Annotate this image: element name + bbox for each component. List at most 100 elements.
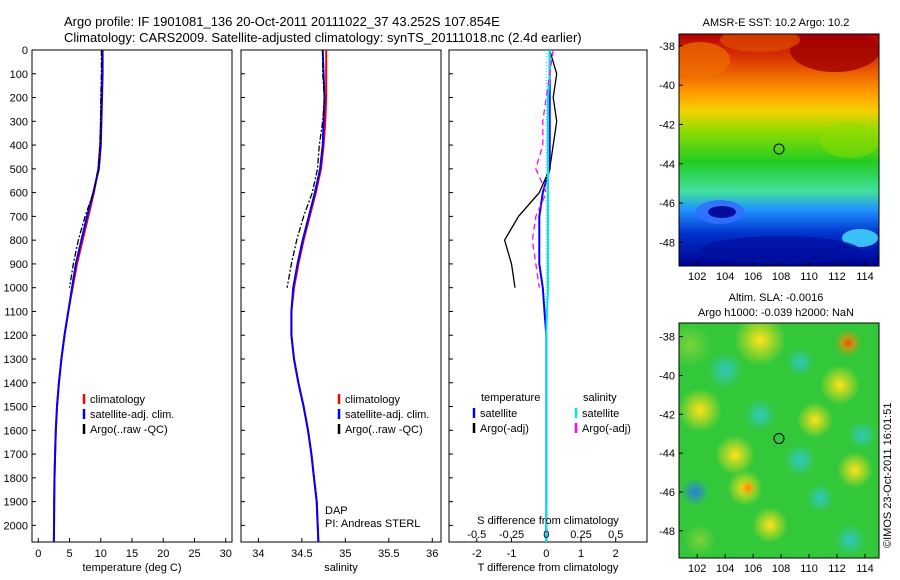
series-line-satellite-adj-clim- [52, 50, 104, 543]
diff-top-xlabel: S difference from climatology [477, 515, 619, 527]
x-tick-label: -2 [472, 548, 482, 560]
series-line-t-argo-adj- [503, 49, 558, 288]
x-tick-label: 110 [800, 563, 818, 575]
x-tick-label: 20 [157, 548, 169, 560]
y-tick-label: -46 [659, 198, 675, 210]
y-tick-label: -38 [659, 41, 675, 53]
x-tick-label: 1 [578, 548, 584, 560]
y-tick-label: 1900 [4, 497, 28, 509]
y-tick-label: 1800 [4, 473, 28, 485]
y-tick-label: 1600 [4, 425, 28, 437]
salinity-panel: 34 34.5 35 35.5 36 salinity climatology satelli… [240, 49, 442, 574]
y-tick-label: -44 [659, 159, 675, 171]
x-tick-label: 112 [828, 563, 846, 575]
legend-entry: satellite-adj. clim. [345, 409, 429, 421]
diff-xlabel: T difference from climatology [478, 562, 619, 574]
sal-xlabel: salinity [324, 562, 358, 574]
y-tick-label: 1000 [4, 283, 28, 295]
series-line-argo-raw-qc- [286, 50, 326, 288]
sst-map-title: AMSR-E SST: 10.2 Argo: 10.2 [703, 17, 850, 29]
legend-entry: satellite [582, 408, 619, 420]
series-line-argo-raw-qc- [68, 50, 103, 288]
x-tick-label: -1 [507, 548, 517, 560]
x-tick-label: 30 [220, 548, 232, 560]
argo-position-marker [773, 433, 785, 445]
sst-frame [678, 33, 880, 267]
x-tick-label: 108 [772, 271, 790, 283]
x-tick-label: 34 [252, 548, 264, 560]
legend-entry: climatology [345, 394, 401, 406]
x-tick-label: 35 [339, 548, 351, 560]
diff-top-tick-label: 0 [543, 529, 549, 541]
legend-entry: Argo(..raw -QC) [90, 424, 168, 436]
temp-frame [31, 49, 233, 543]
diff-top-tick-label: 0.25 [570, 529, 591, 541]
y-tick-label: -40 [659, 370, 675, 382]
legend-entry: satellite-adj. clim. [90, 409, 174, 421]
y-tick-label: 1100 [4, 306, 28, 318]
series-line-climatology [290, 50, 328, 543]
sla-title-line1: Altim. SLA: -0.0016 [729, 292, 824, 304]
y-tick-label: 400 [10, 140, 28, 152]
sal-frame [240, 49, 442, 543]
y-tick-label: 0 [22, 45, 28, 57]
x-tick-label: 114 [856, 271, 874, 283]
x-tick-label: 5 [66, 548, 72, 560]
x-tick-label: 106 [744, 563, 762, 575]
legend-entry: Argo(..raw -QC) [345, 424, 423, 436]
legend-header-salinity: salinity [583, 392, 617, 404]
x-tick-label: 112 [828, 271, 846, 283]
x-tick-label: 0 [35, 548, 41, 560]
legend-entry: climatology [90, 394, 146, 406]
y-tick-label: 700 [10, 211, 28, 223]
sla-map-panel: Altim. SLA: -0.0016 Argo h1000: -0.039 h… [659, 292, 880, 575]
temperature-panel: 0 5 10 15 20 25 30 temperature (deg C) 0 100 200 30… [4, 45, 233, 574]
x-tick-label: 35.5 [378, 548, 399, 560]
x-tick-label: 104 [716, 563, 734, 575]
x-tick-label: 114 [856, 563, 874, 575]
y-tick-label: 300 [10, 116, 28, 128]
diff-top-tick-label: -0.5 [467, 529, 486, 541]
argo-position-marker [773, 143, 785, 155]
x-tick-label: 110 [800, 271, 818, 283]
y-tick-label: 800 [10, 235, 28, 247]
x-tick-label: 15 [126, 548, 138, 560]
y-tick-label: -38 [659, 332, 675, 344]
x-tick-label: 36 [426, 548, 438, 560]
diff-top-tick-label: 0.5 [608, 529, 623, 541]
x-tick-label: 102 [688, 271, 706, 283]
y-tick-label: 2000 [4, 520, 28, 532]
plot-title-line1: Argo profile: IF 1901081_136 20-Oct-2011… [64, 14, 500, 29]
x-tick-label: 104 [716, 271, 734, 283]
y-tick-label: -42 [659, 409, 675, 421]
y-tick-label: 1500 [4, 402, 28, 414]
series-line-climatology [52, 50, 103, 543]
legend-entry: Argo(-adj) [582, 423, 631, 435]
y-tick-label: 200 [10, 93, 28, 105]
y-tick-label: 900 [10, 259, 28, 271]
legend-entry: Argo(-adj) [480, 423, 529, 435]
salinity-annotation: DAP [325, 505, 348, 517]
sla-title-line2: Argo h1000: -0.039 h2000: NaN [698, 307, 854, 319]
salinity-annotation: PI: Andreas STERL [325, 518, 420, 530]
sst-image [679, 34, 879, 266]
y-tick-label: -48 [659, 526, 675, 538]
y-tick-label: 1700 [4, 449, 28, 461]
y-tick-label: -48 [659, 237, 675, 249]
sla-frame [678, 322, 880, 559]
plot-title-line2: Climatology: CARS2009. Satellite-adjuste… [64, 30, 582, 45]
x-tick-label: 102 [688, 563, 706, 575]
x-tick-label: 106 [744, 271, 762, 283]
legend-entry: satellite [480, 408, 517, 420]
x-tick-label: 108 [772, 563, 790, 575]
temp-xlabel: temperature (deg C) [82, 562, 181, 574]
y-tick-label: 1200 [4, 330, 28, 342]
y-tick-label: -42 [659, 119, 675, 131]
y-tick-label: 1400 [4, 378, 28, 390]
x-tick-label: 0 [543, 548, 549, 560]
diff-top-tick-label: -0.25 [499, 529, 524, 541]
diff-frame [448, 49, 648, 543]
series-line-s-argo-adj- [531, 49, 554, 288]
sst-map-panel: AMSR-E SST: 10.2 Argo: 10.2 102 104 106 108… [659, 17, 880, 283]
